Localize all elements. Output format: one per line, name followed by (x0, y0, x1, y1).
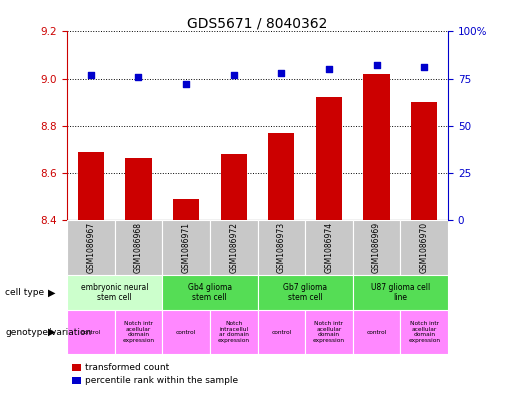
Text: GSM1086967: GSM1086967 (87, 222, 95, 273)
Bar (67, 310, 115, 354)
Text: Gb4 glioma
stem cell: Gb4 glioma stem cell (188, 283, 232, 303)
Text: control: control (176, 330, 196, 334)
Text: transformed count: transformed count (85, 363, 169, 372)
Bar (401, 310, 448, 354)
Text: percentile rank within the sample: percentile rank within the sample (85, 376, 238, 384)
Text: ▶: ▶ (48, 288, 55, 298)
Bar (210, 220, 258, 275)
Text: Notch intr
acellular
domain
expression: Notch intr acellular domain expression (313, 321, 345, 343)
Text: cell type: cell type (5, 288, 44, 297)
Bar (162, 275, 258, 310)
Text: GSM1086968: GSM1086968 (134, 222, 143, 273)
Bar (78, 152, 104, 220)
Bar (162, 220, 210, 275)
Bar (258, 310, 305, 354)
Point (134, 73, 143, 80)
Point (325, 66, 333, 72)
Bar (220, 154, 247, 220)
Bar (353, 310, 401, 354)
Text: Gb7 glioma
stem cell: Gb7 glioma stem cell (283, 283, 327, 303)
Text: GSM1086973: GSM1086973 (277, 222, 286, 273)
Text: embryonic neural
stem cell: embryonic neural stem cell (81, 283, 148, 303)
Bar (173, 199, 199, 220)
Bar (401, 220, 448, 275)
Bar (67, 220, 115, 275)
Point (372, 62, 381, 68)
Bar (210, 310, 258, 354)
Text: U87 glioma cell
line: U87 glioma cell line (371, 283, 430, 303)
Point (277, 70, 285, 76)
Text: Notch
intracellul
ar domain
expression: Notch intracellul ar domain expression (218, 321, 250, 343)
Text: genotype/variation: genotype/variation (5, 328, 91, 336)
Bar (305, 310, 353, 354)
Text: Notch intr
acellular
domain
expression: Notch intr acellular domain expression (408, 321, 440, 343)
Text: Notch intr
acellular
domain
expression: Notch intr acellular domain expression (123, 321, 154, 343)
Text: GSM1086972: GSM1086972 (229, 222, 238, 273)
Title: GDS5671 / 8040362: GDS5671 / 8040362 (187, 16, 328, 30)
Bar (258, 220, 305, 275)
Text: control: control (271, 330, 291, 334)
Point (87, 72, 95, 78)
Bar (268, 133, 295, 220)
Bar (411, 102, 437, 220)
Bar (114, 220, 162, 275)
Bar (125, 158, 151, 220)
Text: GSM1086970: GSM1086970 (420, 222, 428, 273)
Bar (67, 275, 162, 310)
Bar (316, 97, 342, 220)
Point (182, 81, 190, 87)
Text: GSM1086971: GSM1086971 (182, 222, 191, 273)
Bar (353, 220, 401, 275)
Bar (305, 220, 353, 275)
Bar (258, 275, 353, 310)
Bar (162, 310, 210, 354)
Bar (114, 310, 162, 354)
Point (420, 64, 428, 70)
Text: GSM1086969: GSM1086969 (372, 222, 381, 273)
Text: ▶: ▶ (48, 327, 55, 337)
Text: GSM1086974: GSM1086974 (324, 222, 333, 273)
Bar (353, 275, 448, 310)
Point (230, 72, 238, 78)
Bar (364, 74, 390, 220)
Text: control: control (81, 330, 101, 334)
Text: control: control (367, 330, 387, 334)
